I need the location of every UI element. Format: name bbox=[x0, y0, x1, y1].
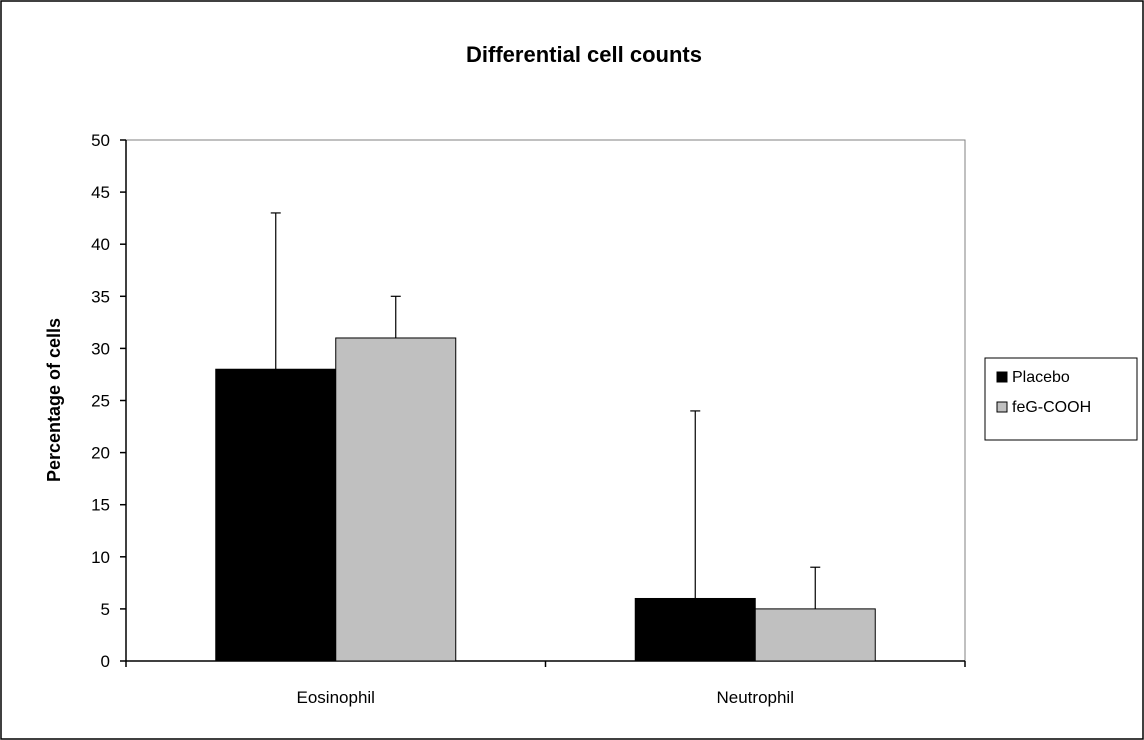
y-tick-label: 25 bbox=[91, 392, 110, 411]
legend: Placebo feG-COOH bbox=[984, 357, 1138, 441]
y-tick-label: 5 bbox=[101, 600, 110, 619]
y-tick-label: 45 bbox=[91, 183, 110, 202]
bar-feg-cooh bbox=[335, 337, 457, 662]
y-tick-label: 0 bbox=[101, 652, 110, 671]
legend-swatch bbox=[996, 371, 1008, 383]
legend-box bbox=[984, 357, 1138, 441]
y-tick-label: 20 bbox=[91, 444, 110, 463]
x-tick-label: Eosinophil bbox=[297, 688, 375, 707]
legend-label: feG-COOH bbox=[1012, 399, 1091, 416]
chart-title: Differential cell counts bbox=[466, 42, 702, 67]
y-tick-label: 15 bbox=[91, 496, 110, 515]
y-tick-label: 10 bbox=[91, 548, 110, 567]
y-tick-label: 50 bbox=[91, 131, 110, 150]
bar-feg-cooh bbox=[754, 608, 876, 662]
bar-placebo bbox=[215, 368, 337, 662]
y-tick-label: 35 bbox=[91, 287, 110, 306]
legend-swatch bbox=[996, 401, 1008, 413]
legend-label: Placebo bbox=[1012, 369, 1070, 386]
x-tick-label: Neutrophil bbox=[717, 688, 795, 707]
y-axis-title: Percentage of cells bbox=[44, 318, 64, 482]
bar-placebo bbox=[634, 597, 756, 662]
y-tick-label: 30 bbox=[91, 339, 110, 358]
chart-marks: 0 5 10 15 20 25 30 35 40 45 50 Eosinophil Neutrophil bbox=[91, 131, 966, 707]
y-tick-label: 40 bbox=[91, 235, 110, 254]
